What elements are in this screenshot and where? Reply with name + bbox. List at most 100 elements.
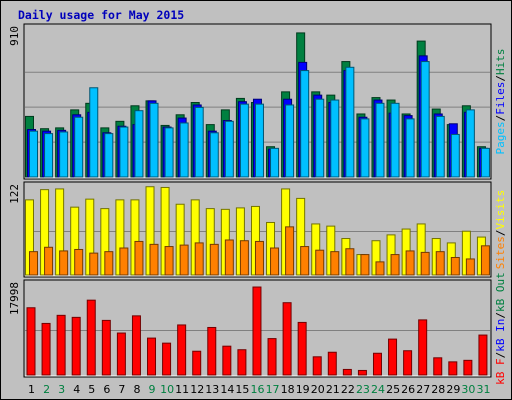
kbf-bar <box>162 342 172 376</box>
x-tick-label: 2 <box>43 383 50 396</box>
sites-bar <box>194 242 204 276</box>
pages-bar <box>375 102 385 178</box>
x-tick-label: 8 <box>133 383 140 396</box>
pages-bar <box>59 131 69 178</box>
kbf-bar <box>26 307 36 376</box>
kbf-bar <box>433 357 443 376</box>
x-tick-label: 15 <box>235 383 249 396</box>
pages-bar <box>119 126 129 178</box>
ymax-label-kb: 17998 <box>8 282 21 315</box>
x-tick-label: 9 <box>149 383 156 396</box>
pages-bar <box>104 133 114 178</box>
pages-bar <box>44 133 54 178</box>
kbf-bar <box>207 326 217 376</box>
sites-bar <box>375 261 385 276</box>
legend-hits-files-pages: Pages/Files/Hits <box>494 49 507 155</box>
sites-bar <box>164 246 174 276</box>
sites-bar <box>450 256 460 276</box>
kbf-bar <box>86 299 96 376</box>
kbf-bar <box>463 359 473 376</box>
ymax-label-visits: 122 <box>8 184 21 204</box>
kbf-bar <box>403 350 413 376</box>
sites-bar <box>345 248 355 276</box>
kbf-bar <box>297 321 307 376</box>
sites-bar <box>300 246 310 276</box>
kbf-bar <box>357 369 367 376</box>
pages-bar <box>390 102 400 178</box>
x-tick-label: 31 <box>476 383 490 396</box>
pages-bar <box>179 122 189 178</box>
sites-bar <box>44 246 54 276</box>
sites-bar <box>465 258 475 276</box>
x-tick-label: 12 <box>190 383 204 396</box>
pages-bar <box>89 87 99 178</box>
sites-bar <box>360 254 370 276</box>
sites-bar <box>104 251 114 276</box>
kbf-bar <box>131 315 141 376</box>
kbf-bar <box>116 332 126 376</box>
pages-bar <box>285 104 295 178</box>
kbf-bar <box>282 302 292 376</box>
x-tick-label: 4 <box>73 383 80 396</box>
sites-bar <box>390 254 400 276</box>
sites-bar <box>330 251 340 276</box>
pages-bar <box>74 116 84 178</box>
x-tick-label: 14 <box>220 383 234 396</box>
pages-bar <box>330 99 340 178</box>
pages-bar <box>239 103 249 178</box>
x-tick-label: 18 <box>281 383 295 396</box>
pages-bar <box>420 61 430 178</box>
kbf-bar <box>267 338 277 376</box>
kbf-bar <box>177 324 187 376</box>
sites-bar <box>29 251 38 276</box>
pages-bar <box>315 98 325 178</box>
x-tick-label: 27 <box>416 383 430 396</box>
sites-bar <box>254 240 264 276</box>
legend-kb: kB F/kB In/kB Out <box>494 272 507 385</box>
pages-bar <box>254 103 264 178</box>
pages-bar <box>149 102 159 178</box>
sites-bar <box>59 250 69 276</box>
pages-bar <box>270 147 280 178</box>
x-tick-label: 19 <box>296 383 310 396</box>
x-tick-label: 5 <box>88 383 95 396</box>
pages-bar <box>224 120 234 178</box>
x-tick-label: 26 <box>401 383 415 396</box>
x-tick-label: 21 <box>326 383 340 396</box>
sites-bar <box>285 226 295 276</box>
pages-bar <box>435 115 445 178</box>
pages-bar <box>209 132 219 178</box>
kbf-bar <box>252 286 262 376</box>
pages-bar <box>345 66 355 178</box>
pages-bar <box>480 147 490 178</box>
kbf-bar <box>56 314 66 376</box>
kbf-bar <box>41 322 51 376</box>
kbf-bar <box>327 351 337 376</box>
pages-bar <box>164 127 174 178</box>
x-tick-label: 22 <box>341 383 355 396</box>
x-tick-label: 25 <box>386 383 400 396</box>
kbf-bar <box>478 334 488 376</box>
sites-bar <box>270 247 280 276</box>
sites-bar <box>149 243 159 276</box>
x-tick-label: 3 <box>58 383 65 396</box>
kbf-bar <box>222 345 232 376</box>
pages-bar <box>29 130 38 178</box>
x-tick-label: 17 <box>266 383 280 396</box>
x-tick-label: 7 <box>118 383 125 396</box>
sites-bar <box>209 243 219 276</box>
kbf-bar <box>237 349 247 376</box>
sites-bar <box>405 250 415 276</box>
sites-bar <box>119 247 129 276</box>
chart-title: Daily usage for May 2015 <box>18 8 185 22</box>
x-tick-label: 20 <box>311 383 325 396</box>
kbf-bar <box>101 319 111 376</box>
kbf-bar <box>71 316 81 376</box>
pages-bar <box>360 118 370 178</box>
kbf-bar <box>448 361 458 376</box>
x-tick-label: 30 <box>461 383 475 396</box>
x-tick-label: 23 <box>356 383 370 396</box>
x-tick-label: 28 <box>431 383 445 396</box>
sites-bar <box>74 248 84 276</box>
